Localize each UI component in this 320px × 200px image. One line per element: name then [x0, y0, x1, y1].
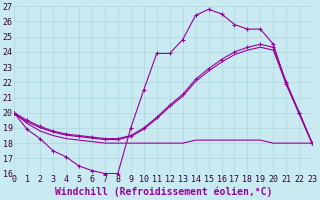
X-axis label: Windchill (Refroidissement éolien,°C): Windchill (Refroidissement éolien,°C)	[54, 187, 272, 197]
